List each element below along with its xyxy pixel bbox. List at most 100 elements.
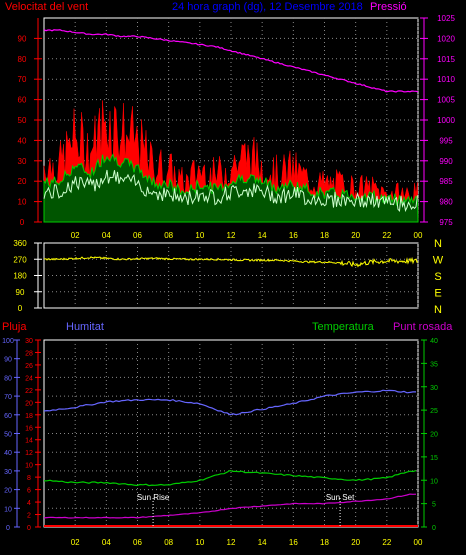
- x-tick-label: 10: [195, 538, 204, 547]
- y-tick-label: 1015: [437, 55, 455, 64]
- compass-label: W: [433, 255, 444, 267]
- y-tick-label: 0: [27, 525, 31, 532]
- y-tick-label: 14: [25, 438, 33, 445]
- wind-direction-series: [43, 256, 419, 268]
- y-tick-label: 980: [439, 198, 453, 207]
- y-tick-label: 28: [25, 350, 33, 357]
- y-tick-label: 30: [25, 338, 33, 345]
- x-tick-label: 16: [289, 538, 298, 547]
- sun-set-label: Sun Set: [326, 493, 355, 502]
- y-tick-label: 985: [439, 177, 453, 186]
- y-tick-label: 10: [430, 478, 438, 485]
- y-tick-label: 100: [2, 338, 14, 345]
- x-tick-label: 08: [164, 538, 173, 547]
- y-tick-label: 180: [13, 272, 27, 281]
- y-tick-label: 975: [439, 218, 453, 227]
- y-tick-label: 60: [4, 413, 12, 420]
- y-tick-label: 1020: [437, 34, 455, 43]
- y-tick-label: 90: [16, 288, 25, 297]
- y-tick-label: 1005: [437, 96, 455, 105]
- y-tick-label: 70: [4, 394, 12, 401]
- y-tick-label: 30: [430, 385, 438, 392]
- y-tick-label: 35: [430, 361, 438, 368]
- x-tick-label: 00: [414, 231, 423, 240]
- y-tick-label: 8: [27, 475, 31, 482]
- x-tick-label: 10: [195, 231, 204, 240]
- y-tick-label: 30: [4, 469, 12, 476]
- y-tick-label: 1025: [437, 14, 455, 23]
- y-tick-label: 70: [18, 75, 27, 84]
- y-tick-label: 0: [6, 525, 10, 532]
- compass-label: N: [434, 304, 442, 316]
- x-tick-label: 22: [382, 538, 391, 547]
- y-tick-label: 2: [27, 513, 31, 520]
- y-tick-label: 4: [27, 500, 31, 507]
- x-tick-label: 02: [71, 231, 80, 240]
- y-tick-label: 20: [430, 432, 438, 439]
- y-tick-label: 50: [4, 432, 12, 439]
- y-tick-label: 40: [4, 450, 12, 457]
- sun-rise-label: Sun Rise: [137, 493, 170, 502]
- y-tick-label: 270: [13, 255, 27, 264]
- y-tick-label: 10: [25, 463, 33, 470]
- y-tick-label: 360: [13, 239, 27, 248]
- y-tick-label: 24: [25, 375, 33, 382]
- y-tick-label: 990: [439, 157, 453, 166]
- x-tick-label: 18: [320, 538, 329, 547]
- x-tick-label: 14: [258, 538, 267, 547]
- x-tick-label: 20: [351, 538, 360, 547]
- y-tick-label: 80: [18, 55, 27, 64]
- y-tick-label: 40: [430, 338, 438, 345]
- y-tick-label: 20: [25, 400, 33, 407]
- y-tick-label: 50: [18, 116, 27, 125]
- wind-average-series: [43, 169, 418, 213]
- x-tick-label: 02: [71, 538, 80, 547]
- y-tick-label: 16: [25, 425, 33, 432]
- x-tick-label: 08: [164, 231, 173, 240]
- y-tick-label: 26: [25, 363, 33, 370]
- y-tick-label: 12: [25, 450, 33, 457]
- dewpoint-series: [43, 493, 417, 519]
- x-tick-label: 20: [351, 231, 360, 240]
- y-tick-label: 90: [4, 357, 12, 364]
- humidity-label: Humitat: [66, 321, 104, 333]
- y-tick-label: 22: [25, 388, 33, 395]
- compass-label: N: [434, 238, 442, 250]
- x-tick-label: 06: [133, 231, 142, 240]
- x-tick-label: 00: [414, 538, 423, 547]
- y-tick-label: 20: [18, 177, 27, 186]
- chart-date-title: 24 hora graph (dg), 12 Desembre 2018: [172, 1, 363, 13]
- y-tick-label: 5: [432, 502, 436, 509]
- x-tick-label: 18: [320, 231, 329, 240]
- y-tick-label: 1010: [437, 75, 455, 84]
- compass-label: S: [434, 271, 441, 283]
- rain-label: Pluja: [2, 321, 27, 333]
- y-tick-label: 6: [27, 488, 31, 495]
- y-tick-label: 20: [4, 488, 12, 495]
- y-tick-label: 60: [18, 96, 27, 105]
- y-tick-label: 30: [18, 157, 27, 166]
- y-tick-label: 10: [18, 198, 27, 207]
- x-tick-label: 14: [258, 231, 267, 240]
- y-tick-label: 0: [432, 525, 436, 532]
- x-tick-label: 16: [289, 231, 298, 240]
- y-tick-label: 10: [4, 506, 12, 513]
- x-tick-label: 12: [227, 538, 236, 547]
- y-tick-label: 1000: [437, 116, 455, 125]
- y-tick-label: 0: [18, 304, 23, 313]
- pressure-series: [43, 29, 419, 93]
- y-tick-label: 90: [18, 34, 27, 43]
- compass-label: E: [434, 288, 441, 300]
- y-tick-label: 40: [18, 136, 27, 145]
- pressure-title: Pressió: [370, 1, 407, 13]
- dewpoint-label: Punt rosada: [393, 321, 453, 333]
- wind-speed-title: Velocitat del vent: [5, 1, 88, 13]
- x-tick-label: 04: [102, 538, 111, 547]
- y-tick-label: 995: [439, 136, 453, 145]
- x-tick-label: 12: [227, 231, 236, 240]
- temperature-series: [43, 469, 417, 487]
- x-tick-label: 22: [382, 231, 391, 240]
- x-tick-label: 06: [133, 538, 142, 547]
- y-tick-label: 15: [430, 455, 438, 462]
